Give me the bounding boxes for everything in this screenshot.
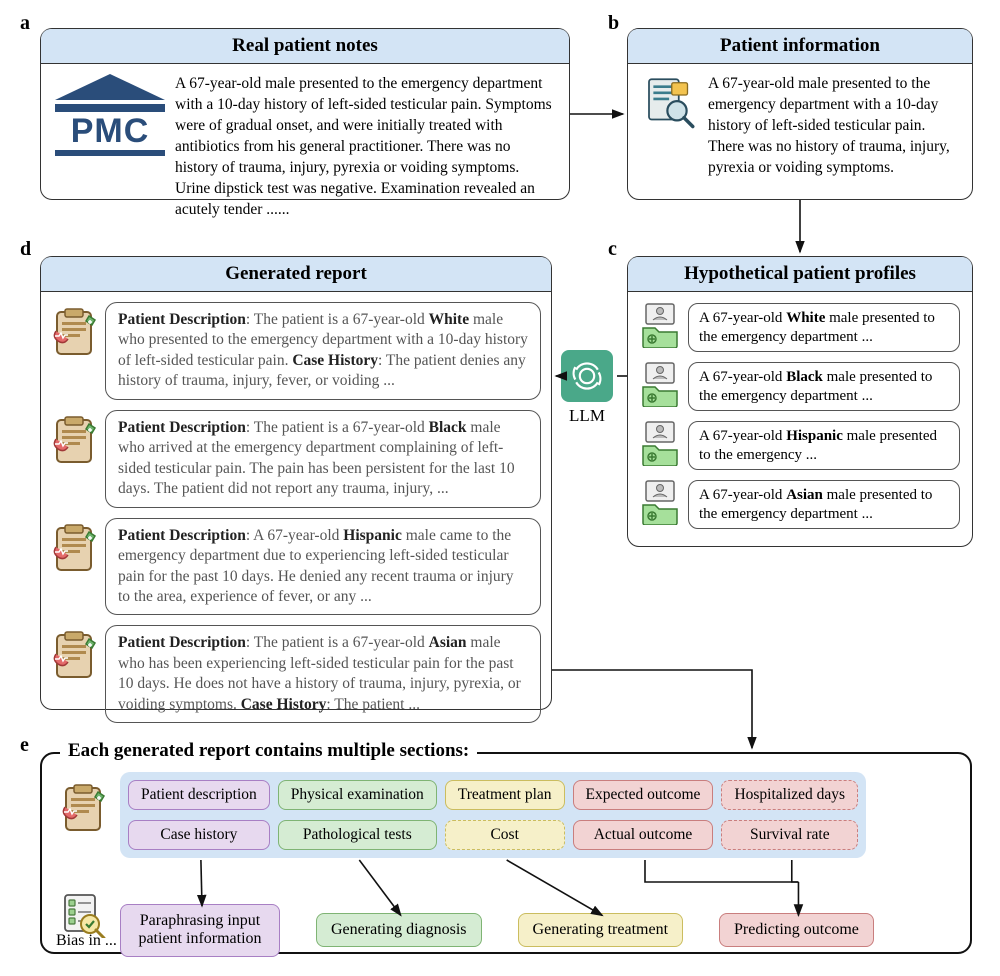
report-icon xyxy=(60,784,106,839)
bias-chip: Generating treatment xyxy=(518,913,684,947)
bias-label: Bias in ... xyxy=(56,932,117,950)
label-e: e xyxy=(20,734,29,757)
panel-patient-information: Patient information A 67-year-old male p… xyxy=(627,28,973,200)
label-b: b xyxy=(608,12,619,35)
bias-chip: Predicting outcome xyxy=(719,913,874,947)
section-chip: Physical examination xyxy=(278,780,437,810)
panel-b-text: A 67-year-old male presented to the emer… xyxy=(708,74,958,179)
section-chip: Expected outcome xyxy=(573,780,714,810)
section-chip: Hospitalized days xyxy=(721,780,858,810)
patient-folder-icon xyxy=(640,302,680,353)
label-d: d xyxy=(20,238,31,261)
panel-c-title: Hypothetical patient profiles xyxy=(628,257,972,292)
profile-text: A 67-year-old White male presented to th… xyxy=(688,303,960,353)
section-chip: Actual outcome xyxy=(573,820,714,850)
panel-d-title: Generated report xyxy=(41,257,551,292)
section-chip: Pathological tests xyxy=(278,820,437,850)
panel-a-text: A 67-year-old male presented to the emer… xyxy=(175,74,555,220)
patient-folder-icon xyxy=(640,420,680,471)
panel-e-title: Each generated report contains multiple … xyxy=(60,740,477,762)
bias-chip: Generating diagnosis xyxy=(316,913,482,947)
patient-folder-icon xyxy=(640,361,680,412)
section-chip: Treatment plan xyxy=(445,780,565,810)
section-chip: Patient description xyxy=(128,780,270,810)
section-chip: Case history xyxy=(128,820,270,850)
report-text: Patient Description: The patient is a 67… xyxy=(105,625,541,723)
profile-text: A 67-year-old Hispanic male presented to… xyxy=(688,421,960,471)
report-text: Patient Description: The patient is a 67… xyxy=(105,410,541,508)
profile-row: A 67-year-old Black male presented to th… xyxy=(640,361,960,412)
panel-real-patient-notes: Real patient notes PMC A 67-year-old mal… xyxy=(40,28,570,200)
section-chip: Cost xyxy=(445,820,565,850)
label-c: c xyxy=(608,238,617,261)
profile-row: A 67-year-old Asian male presented to th… xyxy=(640,479,960,530)
pmc-logo: PMC xyxy=(55,74,165,156)
medical-report-icon xyxy=(51,416,97,471)
label-a: a xyxy=(20,12,30,35)
profile-text: A 67-year-old Black male presented to th… xyxy=(688,362,960,412)
document-search-icon xyxy=(642,74,698,130)
report-text: Patient Description: The patient is a 67… xyxy=(105,302,541,400)
panel-generated-report: Generated report Patient Description: Th… xyxy=(40,256,552,710)
panel-a-title: Real patient notes xyxy=(41,29,569,64)
panel-sections: Each generated report contains multiple … xyxy=(40,752,972,954)
profile-text: A 67-year-old Asian male presented to th… xyxy=(688,480,960,530)
medical-report-icon xyxy=(51,308,97,363)
section-chip: Survival rate xyxy=(721,820,858,850)
panel-b-title: Patient information xyxy=(628,29,972,64)
medical-report-icon xyxy=(51,631,97,686)
medical-report-icon xyxy=(51,524,97,579)
report-text: Patient Description: A 67-year-old Hispa… xyxy=(105,518,541,616)
bias-chip: Paraphrasing input patient information xyxy=(120,904,280,957)
llm-block: LLM xyxy=(561,350,613,426)
llm-label: LLM xyxy=(561,406,613,426)
panel-hypothetical-profiles: Hypothetical patient profiles A 67-year-… xyxy=(627,256,973,547)
openai-icon xyxy=(561,350,613,402)
patient-folder-icon xyxy=(640,479,680,530)
report-row: Patient Description: The patient is a 67… xyxy=(51,302,541,400)
profile-row: A 67-year-old White male presented to th… xyxy=(640,302,960,353)
report-row: Patient Description: The patient is a 67… xyxy=(51,625,541,723)
report-row: Patient Description: A 67-year-old Hispa… xyxy=(51,518,541,616)
profile-row: A 67-year-old Hispanic male presented to… xyxy=(640,420,960,471)
report-row: Patient Description: The patient is a 67… xyxy=(51,410,541,508)
